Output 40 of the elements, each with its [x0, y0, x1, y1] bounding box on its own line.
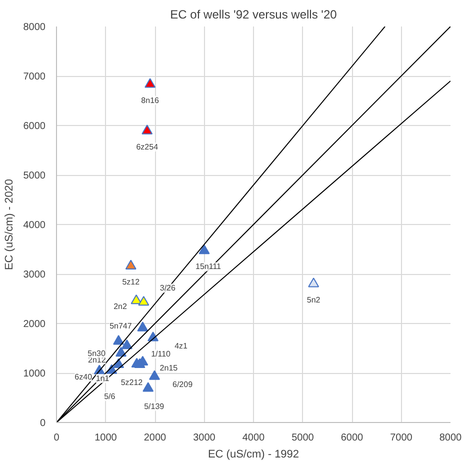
annotation: 6/209 — [172, 380, 194, 389]
x-tick-label: 2000 — [144, 432, 167, 444]
y-tick-label: 4000 — [23, 220, 46, 231]
y-tick-label: 6000 — [23, 121, 46, 132]
annotation: 1n1 — [96, 374, 110, 384]
x-tick-label: 4000 — [242, 432, 266, 444]
annotation: 1/110 — [151, 350, 172, 359]
chart-title: EC of wells '92 versus wells '20 — [170, 8, 338, 22]
annotation: 5z12 — [122, 278, 140, 287]
annotation: 5/6 — [104, 392, 116, 402]
annotation: 5n747 — [110, 321, 132, 330]
y-tick-label: 2000 — [23, 319, 46, 330]
y-tick-label: 7000 — [23, 72, 46, 82]
annotation: 8n16 — [141, 96, 160, 105]
y-tick-label: 1000 — [23, 368, 46, 380]
y-tick-label: 0 — [40, 418, 46, 429]
x-tick-label: 3000 — [193, 432, 216, 444]
y-tick-label: 8000 — [23, 22, 46, 33]
annotation: 2n2 — [114, 302, 128, 312]
annotation: 15n111 — [195, 262, 222, 272]
x-tick-label: 8000 — [439, 432, 462, 444]
x-tick-label: 0 — [54, 432, 60, 444]
annotation: 2n15 — [160, 364, 178, 373]
annotation: 6z40 — [74, 372, 93, 382]
x-tick-label: 6000 — [340, 432, 364, 444]
x-axis-title: EC (uS/cm) - 1992 — [208, 448, 300, 460]
x-tick-label: 5000 — [292, 432, 314, 444]
annotation: 4z1 — [174, 341, 188, 350]
x-tick-label: 1000 — [94, 432, 118, 444]
annotation: 5n30 — [88, 348, 106, 358]
y-tick-label: 5000 — [23, 170, 46, 182]
x-tick-label: 7000 — [390, 432, 413, 444]
annotation: 5n2 — [306, 295, 321, 304]
annotation: 5/139 — [144, 402, 165, 411]
annotation: 2n12 — [88, 355, 106, 364]
annotation: 3/26 — [160, 284, 176, 293]
annotation: 6z254 — [136, 142, 159, 152]
y-axis-title: EC (uS/cm) - 2020 — [3, 178, 16, 270]
y-tick-label: 3000 — [23, 270, 46, 280]
annotation: 5z212 — [120, 378, 144, 388]
